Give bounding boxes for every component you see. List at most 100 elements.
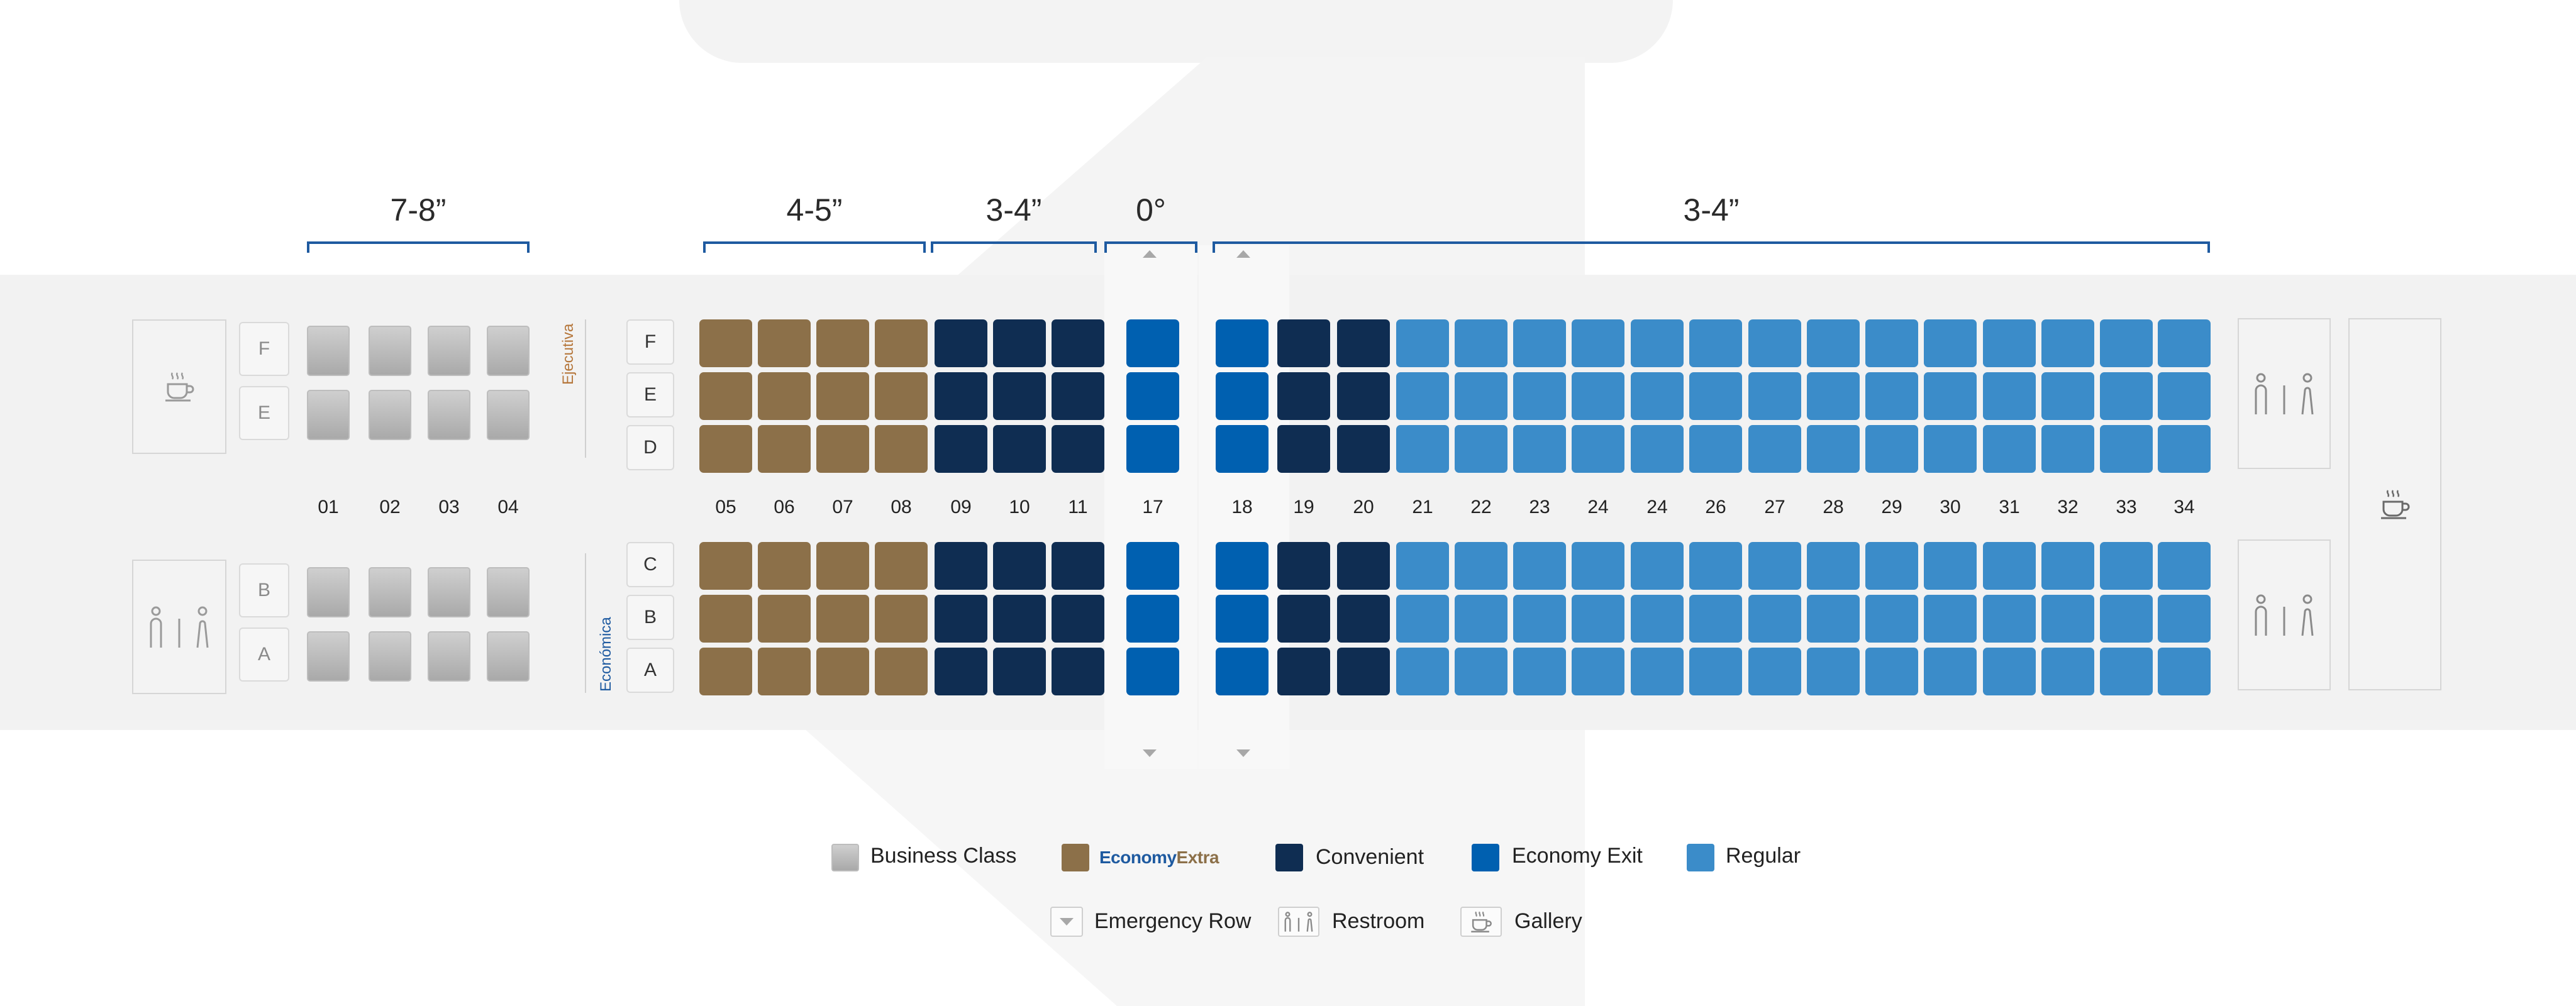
seat-convenient-19D[interactable]: [1277, 425, 1330, 473]
seat-economy-extra-05E[interactable]: [699, 372, 752, 420]
seat-business-03E[interactable]: [428, 390, 470, 440]
seat-business-03B[interactable]: [428, 567, 470, 617]
seat-regular-29E[interactable]: [1865, 372, 1918, 420]
seat-regular-28D[interactable]: [1807, 425, 1860, 473]
seat-regular-24C[interactable]: [1572, 542, 1624, 590]
seat-convenient-10B[interactable]: [993, 595, 1046, 643]
seat-business-01A[interactable]: [307, 631, 350, 682]
seat-regular-23A[interactable]: [1513, 648, 1566, 695]
seat-economy-extra-08A[interactable]: [875, 648, 928, 695]
seat-regular-31E[interactable]: [1983, 372, 2036, 420]
seat-convenient-20B[interactable]: [1337, 595, 1390, 643]
seat-regular-34D[interactable]: [2158, 425, 2211, 473]
seat-regular-23B[interactable]: [1513, 595, 1566, 643]
seat-convenient-20A[interactable]: [1337, 648, 1390, 695]
seat-exit-18A[interactable]: [1216, 648, 1269, 695]
seat-regular-33A[interactable]: [2100, 648, 2153, 695]
seat-economy-extra-05C[interactable]: [699, 542, 752, 590]
seat-convenient-20C[interactable]: [1337, 542, 1390, 590]
seat-regular-26C[interactable]: [1689, 542, 1742, 590]
seat-exit-17F[interactable]: [1126, 319, 1179, 367]
seat-regular-23C[interactable]: [1513, 542, 1566, 590]
seat-regular-32B[interactable]: [2041, 595, 2094, 643]
seat-business-01E[interactable]: [307, 390, 350, 440]
seat-economy-extra-07B[interactable]: [816, 595, 869, 643]
seat-economy-extra-07E[interactable]: [816, 372, 869, 420]
seat-regular-23F[interactable]: [1513, 319, 1566, 367]
seat-convenient-11F[interactable]: [1052, 319, 1104, 367]
seat-economy-extra-07C[interactable]: [816, 542, 869, 590]
seat-convenient-19E[interactable]: [1277, 372, 1330, 420]
seat-exit-17E[interactable]: [1126, 372, 1179, 420]
seat-economy-extra-08B[interactable]: [875, 595, 928, 643]
seat-regular-32F[interactable]: [2041, 319, 2094, 367]
seat-regular-29A[interactable]: [1865, 648, 1918, 695]
seat-regular-23E[interactable]: [1513, 372, 1566, 420]
seat-business-01F[interactable]: [307, 326, 350, 376]
seat-exit-17B[interactable]: [1126, 595, 1179, 643]
seat-regular-24E[interactable]: [1572, 372, 1624, 420]
seat-regular-24B[interactable]: [1572, 595, 1624, 643]
seat-convenient-19C[interactable]: [1277, 542, 1330, 590]
seat-regular-33C[interactable]: [2100, 542, 2153, 590]
seat-regular-22B[interactable]: [1455, 595, 1507, 643]
seat-exit-17A[interactable]: [1126, 648, 1179, 695]
seat-regular-31F[interactable]: [1983, 319, 2036, 367]
seat-regular-22C[interactable]: [1455, 542, 1507, 590]
seat-regular-31A[interactable]: [1983, 648, 2036, 695]
seat-exit-17D[interactable]: [1126, 425, 1179, 473]
seat-economy-extra-05F[interactable]: [699, 319, 752, 367]
seat-regular-31B[interactable]: [1983, 595, 2036, 643]
seat-convenient-19A[interactable]: [1277, 648, 1330, 695]
seat-regular-21D[interactable]: [1396, 425, 1449, 473]
seat-exit-18F[interactable]: [1216, 319, 1269, 367]
seat-regular-26B[interactable]: [1689, 595, 1742, 643]
seat-regular-22D[interactable]: [1455, 425, 1507, 473]
seat-business-02B[interactable]: [369, 567, 411, 617]
seat-convenient-11D[interactable]: [1052, 425, 1104, 473]
seat-exit-18E[interactable]: [1216, 372, 1269, 420]
seat-regular-23D[interactable]: [1513, 425, 1566, 473]
seat-regular-21A[interactable]: [1396, 648, 1449, 695]
seat-convenient-09C[interactable]: [935, 542, 987, 590]
seat-regular-28F[interactable]: [1807, 319, 1860, 367]
seat-business-02F[interactable]: [369, 326, 411, 376]
seat-business-01B[interactable]: [307, 567, 350, 617]
seat-regular-27C[interactable]: [1748, 542, 1801, 590]
seat-convenient-09B[interactable]: [935, 595, 987, 643]
seat-business-03F[interactable]: [428, 326, 470, 376]
seat-regular-27A[interactable]: [1748, 648, 1801, 695]
seat-business-04A[interactable]: [487, 631, 530, 682]
seat-regular-32A[interactable]: [2041, 648, 2094, 695]
seat-economy-extra-08C[interactable]: [875, 542, 928, 590]
seat-economy-extra-06B[interactable]: [758, 595, 811, 643]
seat-regular-26A[interactable]: [1689, 648, 1742, 695]
seat-regular-33B[interactable]: [2100, 595, 2153, 643]
seat-regular-22F[interactable]: [1455, 319, 1507, 367]
seat-economy-extra-05B[interactable]: [699, 595, 752, 643]
seat-regular-24A[interactable]: [1631, 648, 1684, 695]
seat-regular-32D[interactable]: [2041, 425, 2094, 473]
seat-exit-17C[interactable]: [1126, 542, 1179, 590]
seat-regular-33D[interactable]: [2100, 425, 2153, 473]
seat-regular-28B[interactable]: [1807, 595, 1860, 643]
seat-economy-extra-06D[interactable]: [758, 425, 811, 473]
seat-convenient-11E[interactable]: [1052, 372, 1104, 420]
seat-regular-27E[interactable]: [1748, 372, 1801, 420]
seat-regular-24F[interactable]: [1631, 319, 1684, 367]
seat-economy-extra-08F[interactable]: [875, 319, 928, 367]
seat-regular-28C[interactable]: [1807, 542, 1860, 590]
seat-convenient-11B[interactable]: [1052, 595, 1104, 643]
seat-regular-30E[interactable]: [1924, 372, 1977, 420]
seat-regular-34F[interactable]: [2158, 319, 2211, 367]
seat-business-03A[interactable]: [428, 631, 470, 682]
seat-regular-34E[interactable]: [2158, 372, 2211, 420]
seat-regular-28E[interactable]: [1807, 372, 1860, 420]
seat-convenient-19F[interactable]: [1277, 319, 1330, 367]
seat-exit-18B[interactable]: [1216, 595, 1269, 643]
seat-economy-extra-05D[interactable]: [699, 425, 752, 473]
seat-regular-34C[interactable]: [2158, 542, 2211, 590]
seat-regular-24D[interactable]: [1572, 425, 1624, 473]
seat-business-02A[interactable]: [369, 631, 411, 682]
seat-regular-24A[interactable]: [1572, 648, 1624, 695]
